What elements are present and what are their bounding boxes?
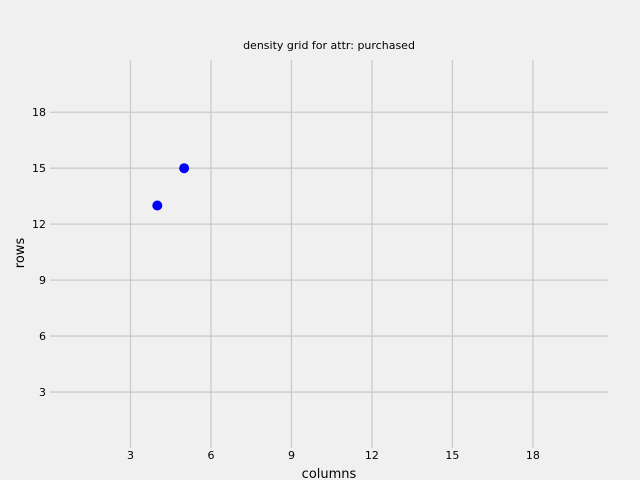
x-tick-label: 12 — [365, 449, 379, 462]
grid — [50, 60, 608, 448]
y-tick-label: 6 — [39, 330, 46, 343]
x-tick-label: 6 — [207, 449, 214, 462]
tick-labels: 3 6 9 12 15 18 3 6 9 12 15 18 — [32, 106, 540, 462]
y-tick-label: 18 — [32, 106, 46, 119]
x-tick-label: 18 — [526, 449, 540, 462]
data-points — [152, 163, 190, 211]
chart-title: density grid for attr: purchased — [243, 39, 415, 52]
y-tick-label: 12 — [32, 218, 46, 231]
y-tick-label: 15 — [32, 162, 46, 175]
scatter-point — [152, 200, 163, 211]
scatter-point — [179, 163, 190, 174]
x-tick-label: 15 — [445, 449, 459, 462]
x-axis-label: columns — [302, 467, 357, 480]
x-tick-label: 3 — [127, 449, 134, 462]
y-tick-label: 3 — [39, 386, 46, 399]
x-tick-label: 9 — [288, 449, 295, 462]
y-tick-label: 9 — [39, 274, 46, 287]
y-axis-label: rows — [13, 238, 28, 269]
